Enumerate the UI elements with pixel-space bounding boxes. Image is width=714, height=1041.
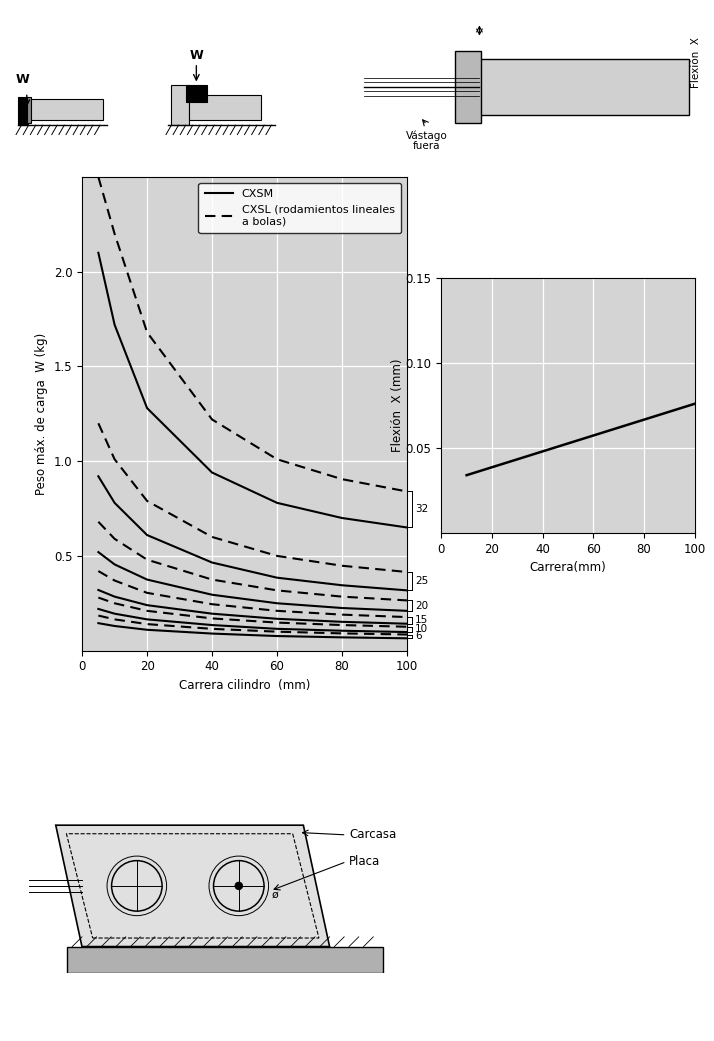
Bar — [171, 85, 189, 125]
Text: 6: 6 — [415, 632, 422, 641]
Text: fuera: fuera — [413, 141, 441, 151]
Polygon shape — [56, 826, 330, 946]
X-axis label: Carrera(mm): Carrera(mm) — [530, 561, 606, 575]
Bar — [455, 51, 481, 123]
Bar — [27, 97, 31, 123]
Y-axis label: Flexión  X (mm): Flexión X (mm) — [391, 359, 404, 452]
Text: W: W — [189, 49, 203, 62]
Bar — [480, 58, 690, 115]
X-axis label: Carrera cilindro  (mm): Carrera cilindro (mm) — [179, 679, 310, 692]
Bar — [18, 97, 28, 125]
Bar — [189, 95, 261, 121]
Text: Vástago: Vástago — [406, 130, 448, 141]
Circle shape — [111, 861, 162, 911]
Bar — [67, 946, 383, 973]
Text: Carcasa: Carcasa — [349, 829, 396, 841]
Circle shape — [235, 882, 243, 890]
Text: 25: 25 — [415, 576, 428, 586]
Text: 32: 32 — [415, 505, 428, 514]
Text: Placa: Placa — [349, 855, 381, 868]
Text: 15: 15 — [415, 615, 428, 626]
Legend: CXSM, CXSL (rodamientos lineales
a bolas): CXSM, CXSL (rodamientos lineales a bolas… — [198, 182, 401, 233]
Bar — [186, 85, 207, 102]
Text: 20: 20 — [415, 601, 428, 610]
Text: W: W — [15, 73, 29, 86]
Y-axis label: Peso máx. de carga  W (kg): Peso máx. de carga W (kg) — [35, 333, 49, 494]
Text: Flexión  X: Flexión X — [691, 37, 701, 88]
Bar — [28, 100, 103, 121]
Text: ø: ø — [271, 890, 278, 900]
Circle shape — [213, 861, 264, 911]
Text: 10: 10 — [415, 625, 428, 634]
